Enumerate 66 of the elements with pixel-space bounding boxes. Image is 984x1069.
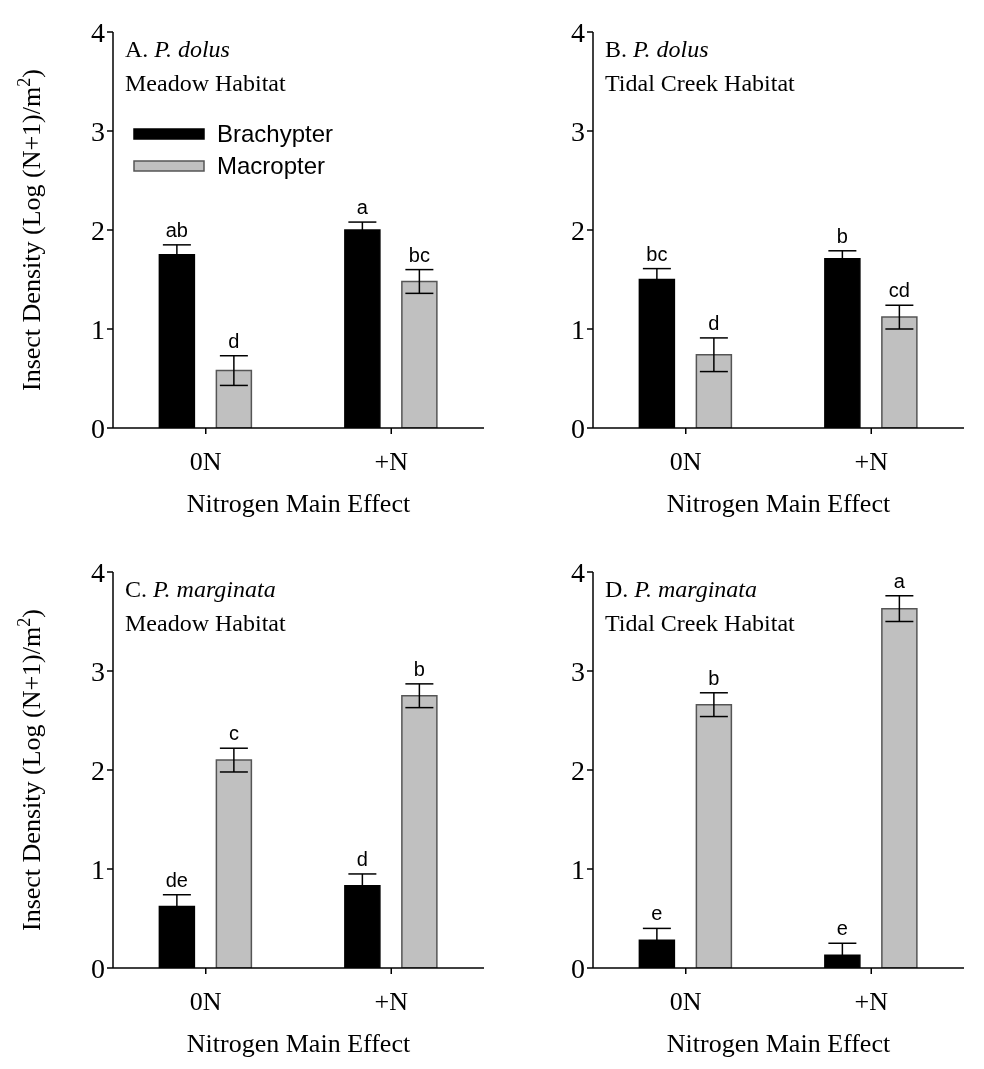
- x-axis-title: Nitrogen Main Effect: [186, 1029, 411, 1058]
- y-tick-label: 2: [91, 214, 105, 246]
- text: Meadow Habitat: [125, 69, 286, 98]
- data-label: e: [651, 902, 663, 925]
- data-label: b: [836, 224, 848, 247]
- data-label: de: [165, 868, 188, 891]
- y-tick-label: 0: [571, 952, 585, 984]
- y-tick-label: 4: [91, 556, 105, 588]
- x-tick-label: +N: [854, 987, 889, 1017]
- y-tick-label: 0: [91, 412, 105, 444]
- x-tick-label: +N: [854, 447, 889, 477]
- x-tick-label: 0N: [669, 447, 702, 477]
- data-label: b: [708, 666, 720, 689]
- y-tick-label: 1: [91, 313, 105, 345]
- data-label: bc: [408, 243, 430, 266]
- data-label: e: [836, 917, 848, 940]
- data-label: d: [228, 329, 240, 352]
- y-tick-label: 2: [571, 214, 585, 246]
- y-tick-label: 4: [91, 16, 105, 48]
- bar: [401, 695, 438, 968]
- y-tick-label: 3: [91, 115, 105, 147]
- y-tick-label: 1: [571, 853, 585, 885]
- data-label: d: [356, 847, 368, 870]
- y-tick-label: 4: [571, 16, 585, 48]
- y-tick-label: 1: [91, 853, 105, 885]
- x-axis-title: Nitrogen Main Effect: [666, 1029, 891, 1058]
- y-tick-label: 3: [571, 115, 585, 147]
- y-tick-label: 3: [91, 655, 105, 687]
- chart-title: B. P. dolus: [605, 36, 709, 62]
- y-tick-label: 0: [91, 952, 105, 984]
- x-axis-title: Nitrogen Main Effect: [186, 489, 411, 518]
- data-label: cd: [888, 279, 910, 302]
- legend-label: Macropter: [217, 151, 326, 181]
- y-tick-label: 2: [91, 754, 105, 786]
- data-label: bc: [646, 242, 668, 265]
- bar: [881, 607, 918, 968]
- data-label: d: [708, 311, 720, 334]
- data-label: b: [413, 657, 425, 680]
- x-tick-label: +N: [374, 987, 409, 1017]
- y-tick-label: 0: [571, 412, 585, 444]
- data-label: ab: [165, 218, 188, 241]
- text: Meadow Habitat: [125, 609, 286, 638]
- text: Tidal Creek Habitat: [605, 69, 795, 98]
- data-label: c: [228, 722, 239, 745]
- y-tick-label: 4: [571, 556, 585, 588]
- y-tick-label: 2: [571, 754, 585, 786]
- y-tick-label: 1: [571, 313, 585, 345]
- bar: [695, 703, 733, 968]
- x-tick-label: 0N: [189, 447, 222, 477]
- bar: [215, 369, 253, 428]
- data-label: a: [893, 569, 906, 592]
- x-tick-label: 0N: [189, 987, 222, 1017]
- text: Tidal Creek Habitat: [605, 609, 795, 638]
- y-tick-label: 3: [571, 655, 585, 687]
- bar: [695, 353, 733, 428]
- chart-title: C. P. marginata: [125, 576, 276, 602]
- bar: [881, 316, 918, 428]
- x-tick-label: +N: [374, 447, 409, 477]
- data-label: a: [356, 196, 369, 219]
- x-axis-title: Nitrogen Main Effect: [666, 489, 891, 518]
- chart-title: A. P. dolus: [125, 36, 230, 62]
- bar: [215, 759, 253, 968]
- legend-label: Brachypter: [217, 119, 334, 149]
- x-tick-label: 0N: [669, 987, 702, 1017]
- chart-title: D. P. marginata: [605, 576, 758, 602]
- bar: [401, 280, 438, 428]
